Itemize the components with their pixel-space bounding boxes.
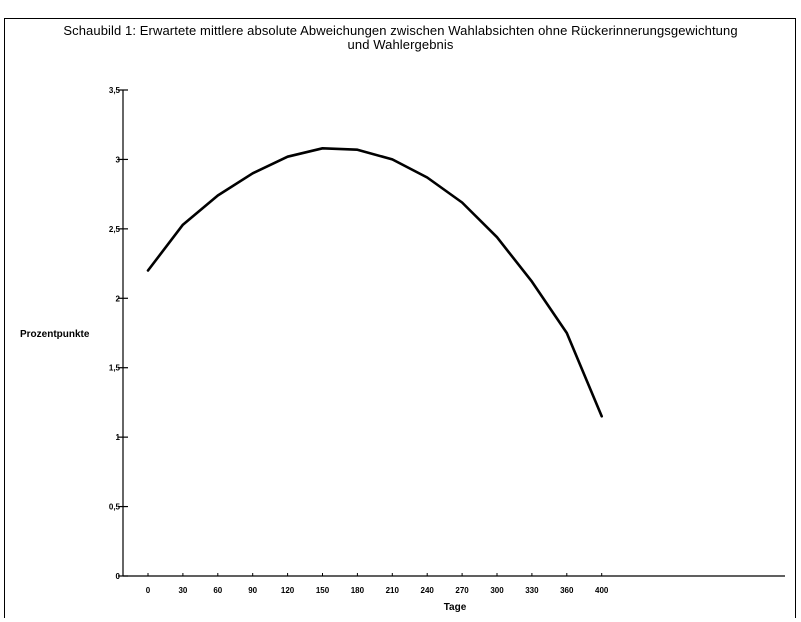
x-tick-label: 150 xyxy=(316,586,330,595)
x-tick-label: 270 xyxy=(455,586,469,595)
x-axis: 0 30 60 90 120 150 180 210 240 270 300 330 360 400 xyxy=(123,573,785,595)
x-tick-label: 330 xyxy=(525,586,539,595)
y-axis-label: Prozentpunkte xyxy=(20,329,90,340)
x-tick-label: 120 xyxy=(281,586,295,595)
y-tick-label: 2 xyxy=(116,294,121,303)
x-tick-label: 90 xyxy=(248,586,257,595)
y-tick-label: 3,5 xyxy=(109,86,121,95)
x-tick-label: 300 xyxy=(490,586,504,595)
x-tick-label: 30 xyxy=(178,586,187,595)
x-tick-label: 400 xyxy=(595,586,609,595)
y-tick-label: 1,5 xyxy=(109,364,121,373)
x-tick-label: 210 xyxy=(386,586,400,595)
x-tick-label: 60 xyxy=(213,586,222,595)
chart-title-line-1: Schaubild 1: Erwartete mittlere absolute… xyxy=(63,23,738,38)
series-line xyxy=(146,147,604,418)
x-tick-label: 0 xyxy=(146,586,151,595)
x-axis-label: Tage xyxy=(444,602,467,613)
y-tick-label: 2,5 xyxy=(109,225,121,234)
x-tick-label: 360 xyxy=(560,586,574,595)
chart-title-line-2: und Wahlergebnis xyxy=(347,37,454,52)
y-tick-label: 0 xyxy=(116,572,121,581)
series-group xyxy=(146,147,604,418)
chart-frame xyxy=(4,18,796,618)
y-tick-label: 3 xyxy=(116,155,121,164)
x-tick-label: 180 xyxy=(351,586,365,595)
y-tick-label: 1 xyxy=(116,433,121,442)
x-tick-label: 240 xyxy=(421,586,435,595)
y-axis: 0 0,5 1 1,5 2 2,5 3 3,5 xyxy=(109,86,128,581)
chart-title: Schaubild 1: Erwartete mittlere absolute… xyxy=(8,24,793,52)
y-tick-label: 0,5 xyxy=(109,503,121,512)
